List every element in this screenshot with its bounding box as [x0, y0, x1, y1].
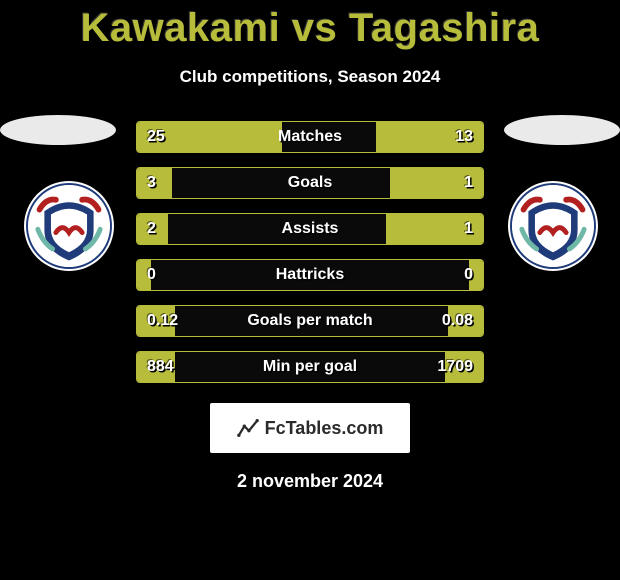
compare-row: 2513Matches: [136, 121, 484, 153]
crest-right-svg: [512, 185, 594, 267]
row-label: Hattricks: [137, 266, 483, 284]
comparison-stage: 2513Matches 31Goals 21Assists 00Hattricks 0.…: [0, 121, 620, 383]
brand-inner: FcTables.com: [237, 417, 384, 439]
oval-right: [504, 115, 620, 145]
row-label: Goals per match: [137, 312, 483, 330]
compare-rows: 2513Matches 31Goals 21Assists 00Hattricks 0.…: [136, 121, 484, 383]
row-label: Min per goal: [137, 358, 483, 376]
crest-left: [26, 183, 112, 269]
chart-icon: [237, 417, 259, 439]
page-subtitle: Club competitions, Season 2024: [0, 67, 620, 87]
row-label: Goals: [137, 174, 483, 192]
row-label: Matches: [137, 128, 483, 146]
compare-row: 00Hattricks: [136, 259, 484, 291]
compare-row: 0.120.08Goals per match: [136, 305, 484, 337]
brand-badge[interactable]: FcTables.com: [210, 403, 410, 453]
compare-row: 31Goals: [136, 167, 484, 199]
compare-row: 21Assists: [136, 213, 484, 245]
crest-left-svg: [28, 185, 110, 267]
crest-right: [510, 183, 596, 269]
row-label: Assists: [137, 220, 483, 238]
oval-left: [0, 115, 116, 145]
compare-row: 8841709Min per goal: [136, 351, 484, 383]
footer-date: 2 november 2024: [0, 471, 620, 492]
brand-text: FcTables.com: [265, 418, 384, 439]
page-title: Kawakami vs Tagashira: [0, 0, 620, 51]
